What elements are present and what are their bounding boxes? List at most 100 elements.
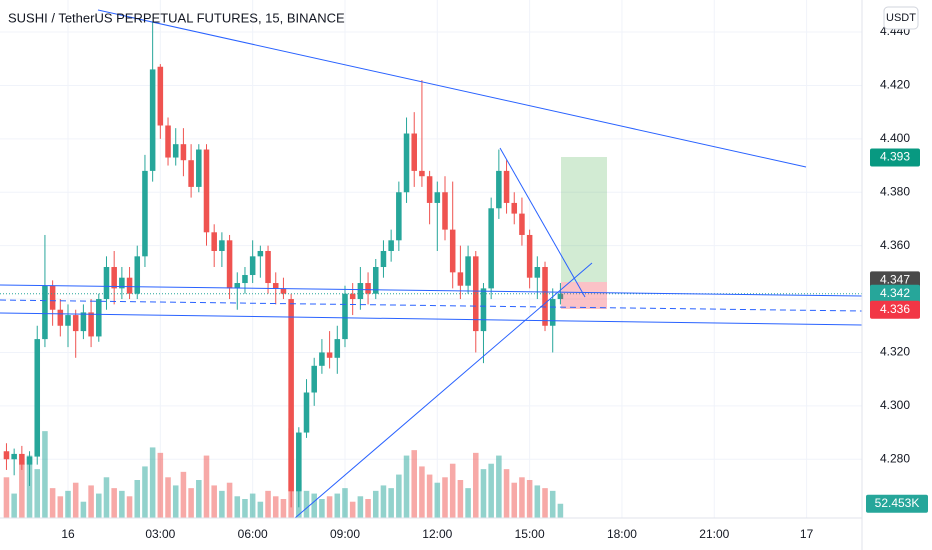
volume-bar [96, 493, 102, 518]
candle-body [403, 133, 410, 193]
volume-bar [226, 482, 233, 518]
volume-bar [19, 463, 25, 518]
candle-body [126, 277, 133, 294]
y-tick-label: 4.280 [880, 451, 910, 465]
volume-bar [349, 501, 356, 518]
volume-bar [88, 485, 94, 518]
trend-line [499, 147, 586, 298]
candle-body [442, 192, 448, 230]
candle-body [49, 285, 56, 310]
volume-bar [149, 447, 156, 518]
volume-bar [388, 488, 394, 518]
x-tick-label: 18:00 [607, 527, 637, 541]
volume-bar [219, 490, 225, 518]
candle-body [265, 250, 271, 284]
volume-bar [26, 455, 33, 518]
candle-body [503, 170, 510, 203]
y-tick-label: 4.360 [880, 238, 910, 252]
volume-bar [242, 499, 248, 518]
volume-bar [503, 469, 510, 518]
volume-bar [542, 488, 548, 518]
volume-bar [519, 477, 525, 518]
candle-body [357, 283, 364, 300]
candle-body [457, 272, 464, 286]
candle-body [488, 208, 494, 289]
candle-body [349, 293, 356, 300]
volume-bar [357, 496, 364, 518]
volume-bar [188, 488, 194, 518]
drawings [0, 9, 863, 519]
trend-line [294, 262, 593, 519]
candle-body [226, 240, 233, 289]
candle-body [103, 267, 110, 300]
volume-bar [465, 488, 471, 518]
volume-bar [157, 452, 164, 518]
volume-bar [396, 474, 402, 518]
chart-title: SUSHI / TetherUS PERPETUAL FUTURES, 15, … [8, 10, 345, 25]
candle-body [72, 315, 79, 332]
candle-body [180, 144, 187, 161]
volume-bar [449, 463, 456, 518]
candle-body [411, 133, 417, 171]
x-tick-label: 09:00 [330, 527, 360, 541]
candle-body [549, 299, 556, 326]
axes: 4.4404.4204.4004.3804.3604.3404.3204.300… [61, 24, 928, 541]
candle-body [526, 234, 533, 278]
x-tick-label: 17 [800, 527, 814, 541]
volume-bar [549, 490, 556, 518]
price-label-box [870, 148, 920, 167]
candle-body [342, 293, 348, 340]
volume-bar [473, 452, 479, 518]
candle-body [26, 456, 33, 465]
candle-body [80, 312, 87, 332]
y-tick-label: 4.400 [880, 131, 910, 145]
candle-body [249, 256, 256, 276]
candle-body [172, 144, 179, 158]
volume-bar [419, 466, 425, 518]
candle-body [372, 267, 379, 294]
volume-bar [534, 485, 541, 518]
volume-bar [365, 499, 371, 518]
candle-body [496, 170, 502, 209]
volume-bar [411, 450, 417, 518]
candle-body [296, 432, 302, 492]
candle-body [111, 267, 117, 289]
candle-body [142, 170, 148, 257]
volume-bar [34, 469, 41, 518]
candle-body [34, 339, 41, 457]
candle-body [65, 315, 71, 326]
candle-body [119, 277, 125, 289]
volume-bar [372, 490, 379, 518]
candle-body [211, 232, 217, 251]
candle-body [42, 285, 48, 340]
volume-bar [480, 469, 487, 518]
candle-body [288, 299, 294, 492]
volume-bar [165, 477, 171, 518]
currency-button[interactable] [883, 6, 919, 30]
candle-body [149, 69, 156, 171]
target-zone [561, 157, 607, 282]
candle-body [519, 213, 525, 235]
currency-button-label[interactable]: USDT [886, 12, 916, 24]
volume-bar [265, 490, 271, 518]
candle-body [465, 256, 471, 286]
candle-body [57, 309, 64, 326]
volume-bar [557, 503, 564, 518]
volume-bar [403, 455, 410, 518]
candle-body [542, 267, 548, 326]
volume-bar [303, 490, 310, 518]
volume-bar [80, 501, 87, 518]
volume-bar [272, 496, 279, 518]
y-tick-label: 4.380 [880, 184, 910, 198]
volume-bar [196, 480, 202, 518]
candle-body [426, 176, 433, 203]
volume-bar [488, 463, 494, 518]
candle-body [203, 149, 210, 233]
volume-bar [172, 485, 179, 518]
volume-bar [457, 480, 464, 518]
price-label-box [870, 300, 920, 319]
price-label: 4.347 [880, 273, 910, 287]
volume-bar [442, 477, 448, 518]
candle-body [272, 283, 279, 289]
volume-bar [49, 488, 56, 518]
